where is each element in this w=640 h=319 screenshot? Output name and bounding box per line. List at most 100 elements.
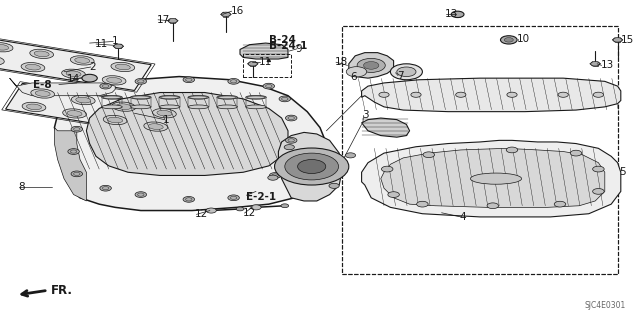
Bar: [342, 26, 618, 274]
Text: 14: 14: [67, 74, 81, 84]
Polygon shape: [54, 128, 86, 201]
Ellipse shape: [157, 110, 172, 116]
Ellipse shape: [102, 95, 122, 99]
Circle shape: [456, 92, 466, 97]
Ellipse shape: [102, 76, 126, 85]
Circle shape: [298, 160, 326, 174]
Polygon shape: [381, 148, 605, 207]
Circle shape: [379, 92, 389, 97]
Ellipse shape: [26, 64, 40, 70]
Circle shape: [82, 74, 97, 82]
Text: 11: 11: [95, 39, 108, 49]
Circle shape: [114, 44, 123, 48]
Text: 12: 12: [243, 208, 257, 218]
Circle shape: [558, 92, 568, 97]
Ellipse shape: [0, 43, 13, 52]
Polygon shape: [362, 78, 621, 112]
Circle shape: [263, 83, 275, 89]
Ellipse shape: [246, 105, 266, 109]
Text: 3: 3: [362, 110, 369, 121]
Ellipse shape: [107, 78, 122, 83]
Circle shape: [183, 77, 195, 83]
Circle shape: [135, 78, 147, 84]
Ellipse shape: [21, 63, 45, 72]
Ellipse shape: [75, 57, 90, 63]
Circle shape: [285, 115, 297, 121]
Circle shape: [591, 62, 600, 66]
Ellipse shape: [115, 64, 131, 70]
Text: FR.: FR.: [51, 285, 73, 297]
Ellipse shape: [152, 108, 176, 118]
Ellipse shape: [66, 71, 81, 77]
Text: 13: 13: [445, 9, 458, 19]
Ellipse shape: [159, 95, 180, 99]
Text: 10: 10: [517, 34, 531, 44]
Circle shape: [500, 36, 517, 44]
Ellipse shape: [217, 105, 237, 109]
Polygon shape: [362, 140, 621, 217]
Ellipse shape: [61, 69, 85, 78]
Circle shape: [381, 166, 393, 172]
Text: E-8: E-8: [33, 79, 52, 90]
Text: 2: 2: [90, 62, 96, 72]
Ellipse shape: [116, 104, 131, 109]
Text: 9: 9: [296, 44, 302, 54]
Ellipse shape: [470, 173, 522, 184]
Ellipse shape: [144, 122, 168, 131]
Text: 1: 1: [163, 115, 170, 125]
Text: 5: 5: [620, 167, 626, 177]
Circle shape: [183, 197, 195, 202]
Polygon shape: [362, 118, 410, 137]
Ellipse shape: [72, 95, 95, 105]
Circle shape: [269, 173, 281, 178]
Circle shape: [451, 11, 464, 18]
Circle shape: [251, 205, 261, 210]
Text: 12: 12: [195, 209, 209, 219]
Circle shape: [228, 78, 239, 84]
Polygon shape: [0, 37, 151, 91]
Circle shape: [268, 175, 278, 180]
Ellipse shape: [131, 95, 151, 99]
Polygon shape: [86, 93, 288, 175]
Bar: [243, 54, 291, 77]
Circle shape: [570, 150, 582, 156]
Ellipse shape: [76, 97, 91, 103]
Circle shape: [236, 207, 244, 211]
Circle shape: [388, 192, 399, 197]
Ellipse shape: [103, 115, 127, 125]
Circle shape: [453, 12, 462, 17]
Circle shape: [71, 171, 83, 177]
Ellipse shape: [188, 95, 209, 99]
Text: 7: 7: [397, 70, 403, 81]
Circle shape: [613, 38, 622, 42]
Ellipse shape: [70, 56, 94, 65]
Circle shape: [279, 96, 291, 102]
Bar: [342, 26, 618, 274]
Ellipse shape: [31, 89, 54, 98]
Text: SJC4E0301: SJC4E0301: [585, 301, 626, 310]
Circle shape: [364, 62, 379, 69]
Text: 4: 4: [460, 212, 466, 222]
Ellipse shape: [112, 102, 136, 111]
Text: B-24-1: B-24-1: [269, 41, 307, 51]
Circle shape: [285, 153, 339, 180]
Circle shape: [329, 183, 339, 189]
Circle shape: [285, 137, 297, 143]
Circle shape: [282, 157, 294, 162]
Circle shape: [248, 62, 257, 66]
Circle shape: [593, 92, 604, 97]
Ellipse shape: [22, 102, 46, 112]
Circle shape: [71, 126, 83, 132]
Polygon shape: [349, 53, 394, 78]
Text: 1: 1: [112, 36, 118, 47]
Ellipse shape: [131, 105, 151, 109]
Circle shape: [135, 192, 147, 197]
Circle shape: [85, 76, 94, 80]
Circle shape: [68, 149, 79, 154]
Text: E-2-1: E-2-1: [246, 192, 276, 202]
Polygon shape: [10, 78, 115, 96]
Ellipse shape: [217, 95, 237, 99]
Circle shape: [206, 208, 216, 213]
Text: 8: 8: [18, 182, 24, 192]
Circle shape: [507, 92, 517, 97]
